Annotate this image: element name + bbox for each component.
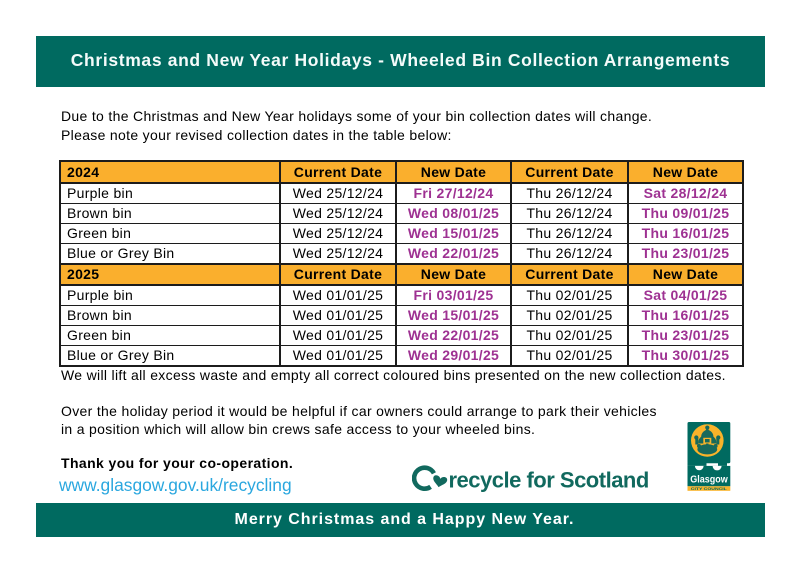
svg-text:CITY COUNCIL: CITY COUNCIL (691, 487, 728, 491)
svg-text:Glasgow: Glasgow (690, 475, 728, 486)
svg-text:recycle for Scotland: recycle for Scotland (449, 468, 649, 493)
